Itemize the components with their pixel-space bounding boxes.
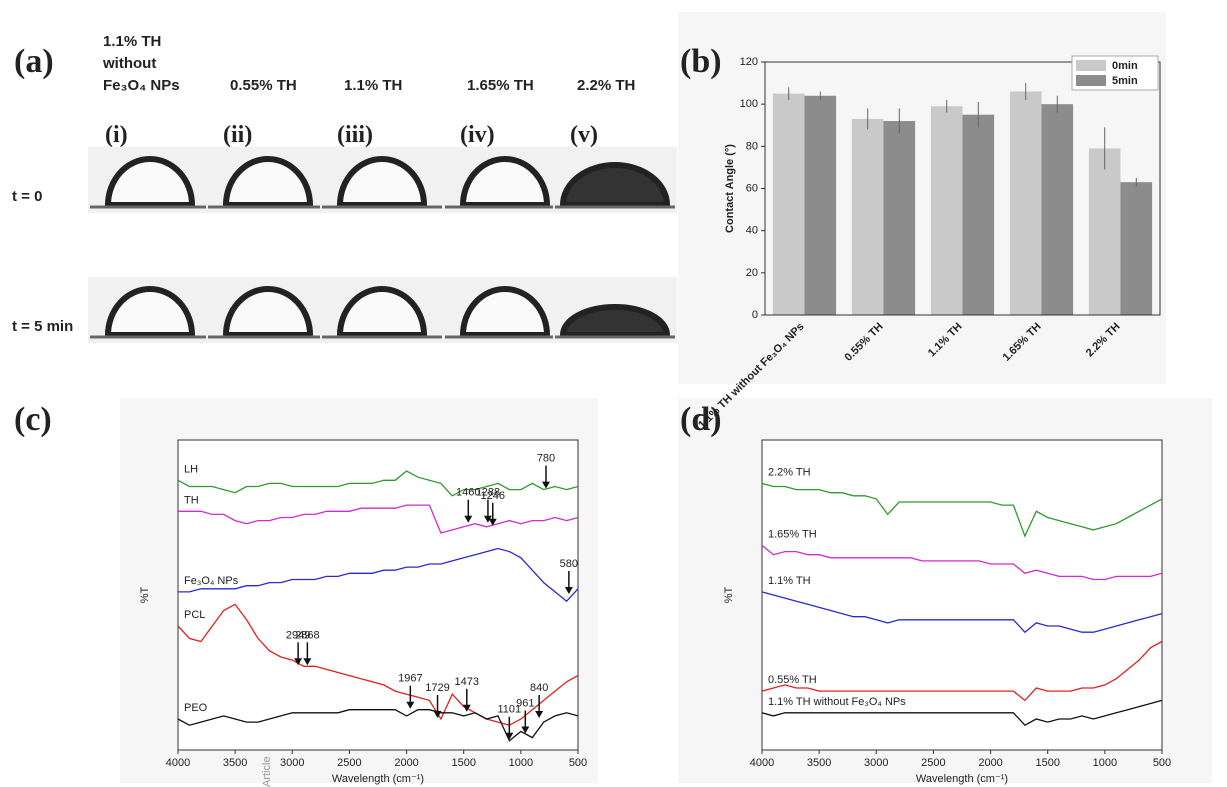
peak-label: 1967 (398, 673, 422, 685)
x-tick-label: 4000 (166, 757, 190, 769)
y-tick-label: 0 (752, 309, 758, 321)
series-label: 1.65% TH (768, 528, 817, 540)
column-numeral: (iii) (337, 122, 373, 148)
bar (852, 119, 884, 315)
column-header: 1.1% TH (103, 33, 161, 50)
series-label: LH (184, 463, 198, 475)
panel-label: (c) (14, 401, 52, 438)
peak-label: 840 (530, 682, 548, 694)
panel-label: (d) (680, 401, 722, 438)
y-tick-label: 100 (740, 98, 758, 110)
column-numeral: (v) (570, 122, 598, 148)
series-label: 1.1% TH (768, 575, 811, 587)
peak-label: 780 (537, 453, 555, 465)
column-header: Fe₃O₄ NPs (103, 77, 180, 94)
x-tick-label: 2000 (978, 757, 1002, 769)
x-tick-label: 1000 (509, 757, 533, 769)
bar (931, 106, 963, 315)
y-tick-label: 40 (746, 225, 758, 237)
column-header: without (102, 55, 156, 72)
column-numeral: (i) (105, 122, 128, 148)
y-axis-title: Contact Angle (°) (724, 144, 736, 233)
x-tick-label: 3500 (807, 757, 831, 769)
watermark: Article (261, 756, 273, 787)
panel-label: (b) (680, 43, 722, 80)
column-header: 2.2% TH (577, 77, 635, 94)
series-label: Fe₃O₄ NPs (184, 575, 239, 587)
peak-label: 1729 (425, 682, 449, 694)
legend-swatch (1076, 75, 1106, 86)
series-label: 0.55% TH (768, 674, 817, 686)
legend-label: 5min (1112, 75, 1138, 87)
series-label: TH (184, 494, 199, 506)
x-axis-title: Wavelength (cm⁻¹) (332, 773, 424, 785)
x-tick-label: 3000 (280, 757, 304, 769)
bar (805, 96, 837, 315)
page: (a) 1.1% TH without Fe₃O₄ NPs (i) 0.55% TH (ii… (0, 0, 1227, 787)
series-label: PEO (184, 702, 208, 714)
bar (1010, 92, 1042, 315)
peak-label: 1473 (455, 676, 479, 688)
peak-label: 1246 (481, 490, 505, 502)
bar (1042, 104, 1074, 315)
y-axis-title: %T (723, 586, 735, 603)
y-tick-label: 20 (746, 267, 758, 279)
legend-swatch (1076, 60, 1106, 71)
series-label: PCL (184, 609, 205, 621)
column-header: 1.1% TH (344, 77, 402, 94)
y-axis-title: %T (139, 586, 151, 603)
peak-label: 580 (560, 558, 578, 570)
column-numeral: (iv) (460, 122, 495, 148)
bar (773, 94, 805, 315)
x-tick-label: 500 (569, 757, 587, 769)
x-tick-label: 3500 (223, 757, 247, 769)
bar (1089, 148, 1121, 315)
figure: (a) 1.1% TH without Fe₃O₄ NPs (i) 0.55% TH (ii… (0, 0, 1227, 787)
column-header: 0.55% TH (230, 77, 297, 94)
legend-label: 0min (1112, 60, 1138, 72)
bar (963, 115, 995, 315)
series-label: 1.1% TH without Fe₃O₄ NPs (768, 696, 906, 708)
panel-label: (a) (14, 43, 54, 80)
x-tick-label: 3000 (864, 757, 888, 769)
column-header: 1.65% TH (467, 77, 534, 94)
x-tick-label: 1500 (1035, 757, 1059, 769)
bar (884, 121, 916, 315)
x-tick-label: 2500 (337, 757, 361, 769)
peak-label: 961 (516, 698, 534, 710)
x-tick-label: 500 (1153, 757, 1171, 769)
y-tick-label: 60 (746, 183, 758, 195)
y-tick-label: 120 (740, 56, 758, 68)
series-label: 2.2% TH (768, 466, 811, 478)
x-tick-label: 1000 (1093, 757, 1117, 769)
x-tick-label: 2000 (394, 757, 418, 769)
x-tick-label: 2500 (921, 757, 945, 769)
y-tick-label: 80 (746, 140, 758, 152)
x-tick-label: 4000 (750, 757, 774, 769)
column-numeral: (ii) (223, 122, 252, 148)
x-tick-label: 1500 (451, 757, 475, 769)
row-label: t = 0 (12, 188, 42, 205)
peak-label: 2949 (286, 629, 310, 641)
row-label: t = 5 min (12, 318, 73, 335)
bar (1121, 182, 1153, 315)
x-axis-title: Wavelength (cm⁻¹) (916, 773, 1008, 785)
